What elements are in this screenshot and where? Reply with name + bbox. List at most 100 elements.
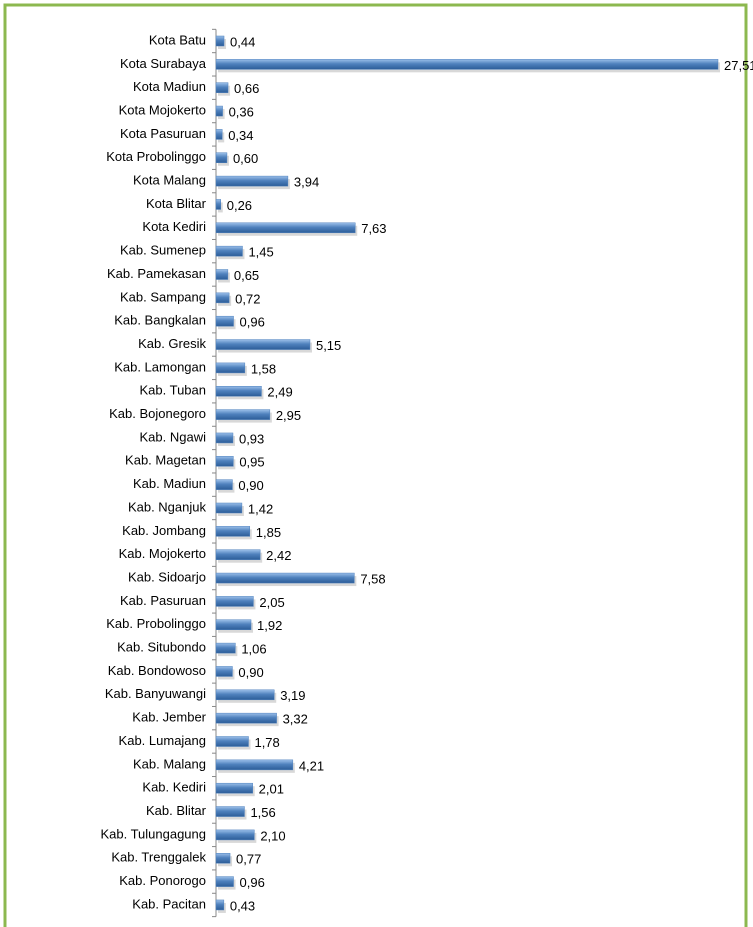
bar [215, 82, 229, 93]
category-label: Kab. Pacitan [132, 896, 206, 911]
bar [215, 806, 245, 817]
category-label: Kota Malang [133, 173, 206, 188]
category-label: Kab. Tulungagung [100, 826, 206, 841]
data-label: 27,51 [724, 58, 753, 73]
category-label: Kab. Madiun [133, 476, 206, 491]
category-label: Kab. Jember [132, 710, 206, 725]
data-label: 1,78 [254, 735, 279, 750]
bar [215, 386, 262, 397]
data-label: 0,43 [230, 898, 255, 913]
data-label: 2,95 [276, 408, 301, 423]
data-label: 0,36 [229, 104, 254, 119]
data-label: 0,96 [240, 315, 265, 330]
category-label: Kab. Sampang [120, 289, 206, 304]
bar [215, 409, 271, 420]
bar [215, 479, 233, 490]
bar [215, 59, 719, 70]
category-label: Kab. Nganjuk [128, 499, 207, 514]
category-label: Kab. Lamongan [114, 359, 206, 374]
bar [215, 222, 356, 234]
category-label: Kab. Kediri [142, 780, 206, 795]
category-label: Kab. Bojonegoro [109, 406, 206, 421]
bar [215, 362, 246, 374]
data-label: 2,49 [267, 385, 292, 400]
bar [215, 712, 277, 724]
bar [215, 339, 311, 350]
data-label: 2,10 [260, 828, 285, 843]
data-label: 0,66 [234, 81, 259, 96]
bar [215, 666, 233, 677]
category-label: Kab. Jombang [122, 523, 206, 538]
data-label: 1,42 [248, 501, 273, 516]
data-label: 0,26 [227, 198, 252, 213]
category-label: Kab. Sumenep [120, 243, 206, 258]
bar [215, 899, 225, 911]
bar [215, 736, 249, 747]
bar [215, 502, 243, 514]
data-label: 0,44 [230, 34, 255, 49]
data-label: 3,19 [280, 688, 305, 703]
data-label: 0,72 [235, 291, 260, 306]
category-label: Kab. Blitar [146, 803, 207, 818]
frame [3, 3, 748, 927]
category-label: Kota Kediri [142, 219, 206, 234]
category-label: Kab. Banyuwangi [105, 686, 206, 701]
category-label: Kab. Probolinggo [106, 616, 206, 631]
category-label: Kota Surabaya [120, 56, 207, 71]
data-label: 0,93 [239, 431, 264, 446]
bar [215, 782, 253, 794]
bar [215, 292, 230, 304]
data-label: 2,42 [266, 548, 291, 563]
data-label: 7,58 [360, 571, 385, 586]
data-label: 3,94 [294, 175, 319, 190]
bar [215, 456, 234, 467]
category-label: Kab. Mojokerto [119, 546, 206, 561]
category-label: Kab. Gresik [138, 336, 206, 351]
category-label: Kota Blitar [146, 196, 207, 211]
bar [215, 315, 234, 327]
category-label: Kab. Bondowoso [108, 663, 206, 678]
bar [215, 572, 355, 584]
category-label: Kab. Ngawi [140, 429, 207, 444]
category-label: Kab. Magetan [125, 453, 206, 468]
category-label: Kab. Lumajang [119, 733, 206, 748]
bar [215, 619, 252, 630]
bar [215, 549, 261, 560]
data-label: 1,45 [248, 245, 273, 260]
category-label: Kab. Bangkalan [114, 313, 206, 328]
category-label: Kab. Pamekasan [107, 266, 206, 281]
category-label: Kab. Malang [133, 756, 206, 771]
bar [215, 269, 229, 280]
bar [215, 829, 255, 841]
data-label: 7,63 [361, 221, 386, 236]
data-label: 1,06 [241, 642, 266, 657]
category-label: Kab. Trenggalek [111, 850, 206, 865]
data-label: 0,65 [234, 268, 259, 283]
bar [215, 105, 223, 117]
plot: Kota Batu 0,44 Kota Surabaya 27,51 Kota Madi… [100, 28, 753, 918]
data-label: 0,96 [240, 875, 265, 890]
data-label: 0,90 [238, 665, 263, 680]
category-label: Kab. Tuban [140, 383, 207, 398]
category-label: Kab. Ponorogo [119, 873, 206, 888]
bar [215, 199, 221, 210]
bar [215, 689, 275, 701]
category-label: Kota Pasuruan [120, 126, 206, 141]
data-label: 0,77 [236, 852, 261, 867]
bar [215, 432, 234, 444]
data-label: 3,32 [283, 712, 308, 727]
data-label: 0,34 [228, 128, 253, 143]
data-label: 1,92 [257, 618, 282, 633]
bar [215, 35, 225, 47]
bar [215, 175, 289, 187]
bar [215, 129, 223, 140]
data-label: 1,85 [256, 525, 281, 540]
category-label: Kota Batu [149, 32, 206, 47]
bar [215, 245, 243, 257]
bar [215, 853, 231, 864]
category-label: Kota Probolinggo [106, 149, 206, 164]
data-label: 2,01 [259, 782, 284, 797]
bar [215, 642, 236, 654]
data-label: 1,56 [250, 805, 275, 820]
